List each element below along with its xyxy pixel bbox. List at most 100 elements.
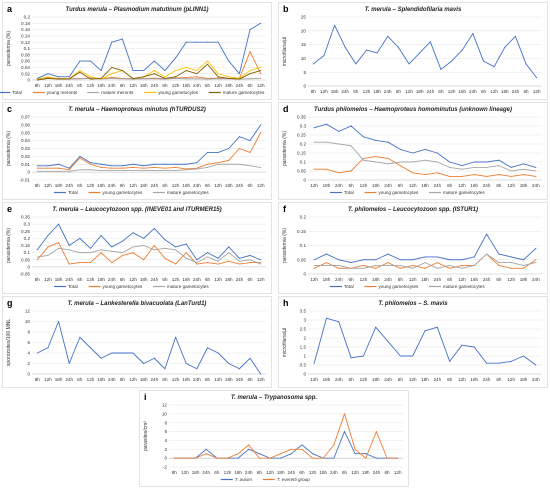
data-point: [424, 267, 426, 269]
x-tick-label: 18h: [470, 377, 478, 382]
data-point: [111, 76, 113, 79]
panel-b: b T. merula – Splendidofilaria mavis 0 5 10 1…: [278, 2, 548, 100]
data-point: [436, 161, 438, 163]
x-tick-label: 6h: [349, 377, 355, 382]
data-point: [399, 264, 401, 267]
data-point: [535, 170, 537, 172]
data-point: [79, 237, 81, 239]
chart-title: Turdus philomelos – Haemoproteus homomin…: [314, 107, 512, 113]
x-tick-label: 24h: [150, 377, 158, 382]
data-point: [449, 267, 451, 269]
x-tick-label: 24h: [65, 377, 73, 382]
data-point: [522, 168, 525, 170]
data-point: [486, 233, 488, 235]
y-tick-label: 0.18: [21, 21, 30, 26]
data-point: [143, 165, 145, 167]
data-point: [338, 321, 340, 323]
data-point: [290, 453, 292, 455]
data-point: [47, 77, 49, 79]
data-point: [111, 170, 113, 172]
y-tick-label: 1: [303, 354, 306, 359]
y-tick-label: 0: [27, 372, 30, 377]
data-point: [522, 174, 525, 176]
data-point: [473, 346, 475, 348]
y-tick-label: 4: [27, 351, 30, 356]
data-point: [47, 246, 49, 248]
x-tick-label: 12h: [310, 183, 318, 188]
x-tick-label: 6h: [257, 470, 263, 475]
x-tick-label: 6h: [447, 183, 453, 188]
data-point: [185, 252, 187, 254]
data-point: [338, 143, 340, 145]
x-tick-label: 12h: [394, 470, 402, 475]
data-point: [535, 166, 537, 168]
data-point: [153, 249, 155, 251]
data-point: [153, 357, 155, 359]
data-point: [424, 148, 426, 150]
x-tick-label: 6h: [214, 470, 220, 475]
data-point: [164, 76, 166, 78]
x-tick-label: 6h: [247, 83, 253, 88]
data-point: [153, 163, 155, 165]
data-point: [58, 320, 60, 323]
x-tick-label: 18h: [319, 470, 327, 475]
y-tick-label: 0: [27, 78, 30, 83]
data-point: [498, 262, 500, 264]
data-point: [164, 368, 166, 370]
panel-g: g T. merula – Lankesterella bivacuolata (…: [2, 296, 272, 388]
x-tick-label: 18h: [55, 83, 63, 88]
data-point: [228, 260, 230, 262]
data-point: [312, 63, 314, 65]
x-tick-label: 6h: [247, 277, 253, 282]
data-point: [376, 52, 378, 54]
panel-a: a Turdus merula – Plasmodium matutinum (p…: [0, 2, 272, 100]
data-point: [350, 170, 352, 172]
x-tick-label: 6h: [120, 83, 126, 88]
data-point: [121, 254, 123, 257]
data-point: [449, 166, 451, 168]
data-point: [514, 35, 516, 37]
data-point: [196, 73, 198, 75]
y-tick-label: 0.35: [297, 115, 306, 120]
data-point: [206, 63, 209, 65]
data-point: [153, 60, 155, 62]
y-tick-label: 25: [301, 15, 307, 20]
series-line-total: [36, 223, 261, 261]
data-point: [504, 46, 506, 48]
data-point: [132, 170, 134, 172]
x-tick-label: 18h: [97, 377, 105, 382]
x-tick-label: 12h: [172, 277, 180, 282]
data-point: [510, 175, 512, 177]
panel-f: f T. philomelos – Leucocytozoon spp. (lST…: [278, 202, 548, 294]
x-tick-label: 6h: [205, 83, 211, 88]
panel-e: e T. merula – Leucocytozoon spp. (lNEVE01…: [2, 202, 272, 294]
data-point: [486, 166, 488, 168]
legend-label: mature gametocytes: [443, 190, 485, 195]
data-point: [121, 70, 123, 72]
data-point: [325, 123, 328, 125]
x-tick-label: 24h: [532, 183, 540, 188]
data-point: [387, 163, 389, 165]
data-point: [486, 253, 488, 255]
data-point: [206, 163, 209, 165]
x-tick-label: 24h: [245, 470, 253, 475]
y-tick-label: 12: [162, 403, 168, 408]
legend-label: mature gametocytes: [443, 284, 485, 289]
x-tick-label: 6h: [205, 377, 211, 382]
data-point: [338, 130, 340, 132]
series-line-main: [313, 24, 538, 78]
x-tick-label: 24h: [512, 89, 520, 94]
legend-label: young gametocytes: [379, 284, 420, 289]
x-tick-label: 18h: [373, 89, 381, 94]
x-tick-label: 24h: [150, 277, 158, 282]
data-point: [164, 247, 166, 249]
series-line-mature-meronts: [37, 77, 261, 80]
x-tick-label: 12h: [507, 183, 515, 188]
series-line-young-gametocytes: [36, 242, 261, 265]
y-tick-label: -0.01: [20, 178, 31, 183]
data-point: [461, 175, 463, 177]
y-tick-label: 0.3: [24, 222, 31, 227]
x-tick-label: 12h: [310, 377, 318, 382]
data-point: [58, 223, 60, 225]
data-point: [412, 172, 414, 174]
